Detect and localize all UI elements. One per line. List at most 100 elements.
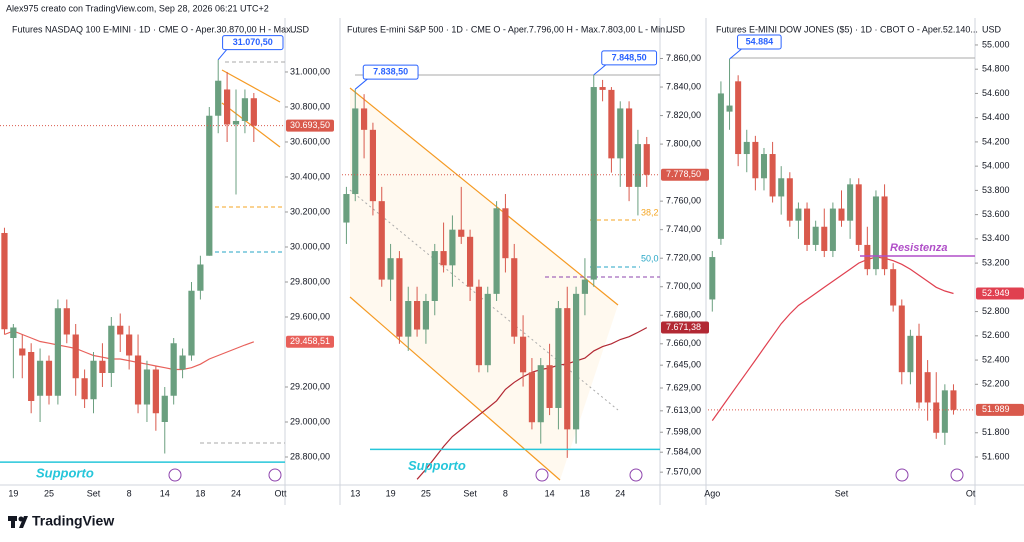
last-price-label: 30.693,50 [290, 120, 330, 130]
candle-body [152, 369, 159, 414]
footer-brand: TradingView [32, 513, 114, 529]
y-tick-label: 7.760,00 [666, 196, 701, 206]
y-tick-label: 7.660,00 [666, 338, 701, 348]
candle-body [916, 335, 923, 403]
y-tick-label: 7.584,00 [666, 447, 701, 457]
candle-body [484, 293, 491, 366]
candle-body [855, 184, 862, 245]
y-tick-label: 54.600 [982, 88, 1010, 98]
y-tick-label: 54.200 [982, 136, 1010, 146]
candle-body [735, 81, 742, 155]
candle-body [743, 141, 750, 155]
candle-body [241, 98, 249, 121]
callout-pointer [593, 64, 607, 76]
chart-title: Futures E-MINI DOW JONES ($5) · 1D · CBO… [716, 24, 978, 34]
last-price-label: 7.778,50 [666, 169, 701, 179]
candle-body [941, 390, 948, 433]
candle-body [907, 335, 914, 373]
level-label: Supporto [36, 466, 94, 481]
candle-body [634, 144, 642, 187]
axis-unit: USD [290, 24, 310, 34]
candle-body [197, 264, 204, 291]
candle-body [352, 108, 359, 195]
ma-price-label: 29.458,51 [290, 336, 330, 346]
candle-body [581, 279, 589, 294]
candle-body [519, 336, 527, 373]
callout-box [222, 35, 284, 51]
ma-price-box [976, 287, 1024, 300]
footer-logo: TradingView [8, 513, 114, 529]
y-tick-label: 7.629,00 [666, 382, 701, 392]
y-tick-label: 7.680,00 [666, 310, 701, 320]
callout-label: 31.070,50 [233, 37, 273, 47]
y-tick-label: 7.645,00 [666, 360, 701, 370]
candle-body [752, 141, 759, 179]
candle-body [546, 365, 553, 408]
ma-price-label: 52.949 [982, 288, 1010, 298]
y-tick-label: 54.800 [982, 64, 1010, 74]
y-tick-label: 28.800,00 [290, 451, 330, 461]
candle-body [36, 360, 44, 396]
callout-pointer [217, 49, 227, 60]
ma-price-box [286, 335, 334, 348]
x-tick-label: Set [835, 488, 849, 498]
y-tick-label: 30.400,00 [290, 171, 330, 181]
y-tick-label: 53.200 [982, 257, 1010, 267]
y-tick-label: 53.400 [982, 233, 1010, 243]
candle-body [1, 232, 8, 330]
y-tick-label: 30.800,00 [290, 101, 330, 111]
x-tick-label: Ott [275, 488, 288, 498]
candle-body [924, 372, 931, 403]
candle-body [431, 251, 438, 301]
candle-body [812, 226, 819, 245]
candle-body [143, 369, 151, 405]
y-tick-label: 54.400 [982, 112, 1010, 122]
level-label: Resistenza [890, 242, 947, 254]
x-tick-label: 13 [350, 488, 360, 498]
candle-body [898, 305, 905, 373]
chart-title: Futures E-mini S&P 500 · 1D · CME O - Ap… [347, 24, 675, 34]
candle-body [933, 402, 940, 433]
candle-body [54, 308, 62, 396]
y-tick-label: 7.840,00 [666, 81, 701, 91]
last-price-box [661, 168, 709, 181]
candle-body [466, 236, 474, 287]
candle-body [405, 300, 412, 337]
candle-body [250, 98, 257, 126]
x-tick-label: 18 [580, 488, 590, 498]
fib-label: 50,0 [641, 253, 659, 263]
drawings-nasdaq [168, 61, 285, 482]
y-tick-label: 7.720,00 [666, 253, 701, 263]
axis-unit: USD [982, 24, 1002, 34]
y-tick-label: 29.800,00 [290, 276, 330, 286]
candle-body [643, 144, 650, 175]
x-tick-label: 25 [44, 488, 54, 498]
y-tick-label: 7.570,00 [666, 467, 701, 477]
candle-body [511, 258, 518, 337]
candle-body [726, 105, 733, 112]
candle-body [847, 184, 854, 221]
ma-price-box [661, 321, 709, 334]
candle-body [215, 80, 222, 116]
callout-box [737, 34, 782, 50]
candle-body [99, 360, 106, 373]
moving-average [711, 256, 954, 421]
axis-unit: USD [666, 24, 686, 34]
candle-body [537, 365, 544, 423]
y-tick-label: 52.200 [982, 379, 1010, 389]
x-tick-label: 8 [127, 488, 132, 498]
x-tick-label: Ot [966, 488, 976, 498]
y-tick-label: 7.740,00 [666, 224, 701, 234]
y-tick-label: 29.000,00 [290, 416, 330, 426]
candle-body [475, 286, 483, 366]
ma-price-label: 7.671,38 [666, 322, 701, 332]
candle-body [449, 229, 456, 266]
candle-body [108, 325, 115, 373]
x-tick-label: 18 [195, 488, 205, 498]
y-tick-label: 51.800 [982, 427, 1010, 437]
candle-body [232, 120, 240, 125]
candle-body [161, 395, 168, 422]
candle-body [564, 308, 571, 430]
candle-body [599, 87, 606, 90]
